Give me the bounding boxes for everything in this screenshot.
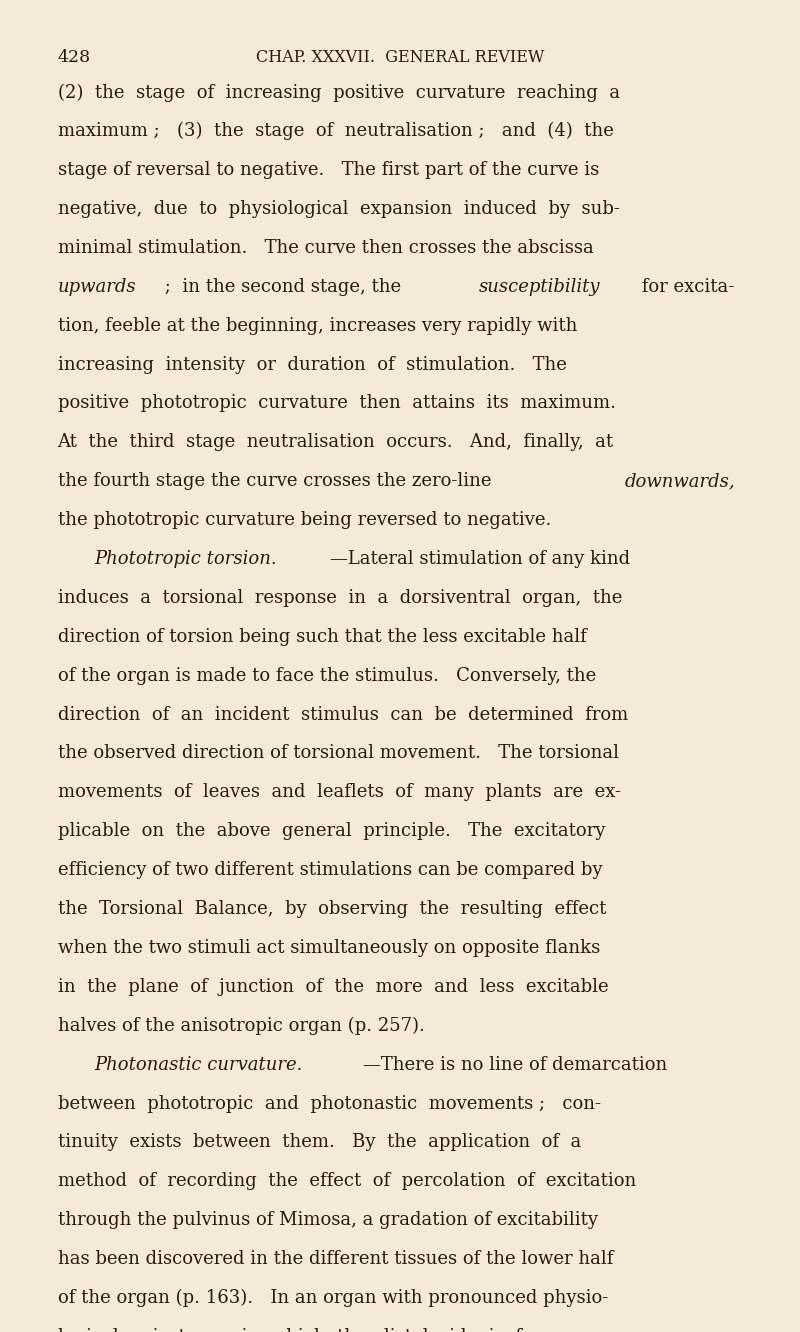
Text: the phototropic curvature being reversed to negative.: the phototropic curvature being reversed… — [58, 511, 551, 529]
Text: halves of the anisotropic organ (p. 257).: halves of the anisotropic organ (p. 257)… — [58, 1016, 425, 1035]
Text: —There is no line of demarcation: —There is no line of demarcation — [363, 1056, 667, 1074]
Text: of the organ (p. 163).   In an organ with pronounced physio-: of the organ (p. 163). In an organ with … — [58, 1289, 608, 1307]
Text: minimal stimulation.   The curve then crosses the abscissa: minimal stimulation. The curve then cros… — [58, 238, 594, 257]
Text: positive  phototropic  curvature  then  attains  its  maximum.: positive phototropic curvature then atta… — [58, 394, 616, 413]
Text: downwards,: downwards, — [624, 473, 735, 490]
Text: increasing  intensity  or  duration  of  stimulation.   The: increasing intensity or duration of stim… — [58, 356, 566, 373]
Text: induces  a  torsional  response  in  a  dorsiventral  organ,  the: induces a torsional response in a dorsiv… — [58, 589, 622, 607]
Text: the  Torsional  Balance,  by  observing  the  resulting  effect: the Torsional Balance, by observing the … — [58, 900, 606, 918]
Text: direction  of  an  incident  stimulus  can  be  determined  from: direction of an incident stimulus can be… — [58, 706, 628, 723]
Text: movements  of  leaves  and  leaflets  of  many  plants  are  ex-: movements of leaves and leaflets of many… — [58, 783, 621, 802]
Text: susceptibility: susceptibility — [479, 278, 600, 296]
Text: tion, feeble at the beginning, increases very rapidly with: tion, feeble at the beginning, increases… — [58, 317, 577, 334]
Text: 428: 428 — [58, 49, 90, 67]
Text: the fourth stage the curve crosses the zero-line: the fourth stage the curve crosses the z… — [58, 473, 497, 490]
Text: efficiency of two different stimulations can be compared by: efficiency of two different stimulations… — [58, 862, 602, 879]
Text: (2)  the  stage  of  increasing  positive  curvature  reaching  a: (2) the stage of increasing positive cur… — [58, 83, 620, 101]
Text: in  the  plane  of  junction  of  the  more  and  less  excitable: in the plane of junction of the more and… — [58, 978, 608, 996]
Text: tinuity  exists  between  them.   By  the  application  of  a: tinuity exists between them. By the appl… — [58, 1134, 581, 1151]
Text: method  of  recording  the  effect  of  percolation  of  excitation: method of recording the effect of percol… — [58, 1172, 636, 1191]
Text: CHAP. XXXVII.  GENERAL REVIEW: CHAP. XXXVII. GENERAL REVIEW — [256, 49, 544, 67]
Text: through the pulvinus of Mimosa, a gradation of excitability: through the pulvinus of Mimosa, a gradat… — [58, 1211, 598, 1229]
Text: has been discovered in the different tissues of the lower half: has been discovered in the different tis… — [58, 1251, 613, 1268]
Text: ;  in the second stage, the: ; in the second stage, the — [159, 278, 407, 296]
Text: for excita-: for excita- — [636, 278, 734, 296]
Text: direction of torsion being such that the less excitable half: direction of torsion being such that the… — [58, 627, 586, 646]
Text: of the organ is made to face the stimulus.   Conversely, the: of the organ is made to face the stimulu… — [58, 667, 596, 685]
Text: —Lateral stimulation of any kind: —Lateral stimulation of any kind — [330, 550, 630, 567]
Text: when the two stimuli act simultaneously on opposite flanks: when the two stimuli act simultaneously … — [58, 939, 600, 956]
Text: Photonastic curvature.: Photonastic curvature. — [94, 1056, 302, 1074]
Text: negative,  due  to  physiological  expansion  induced  by  sub-: negative, due to physiological expansion… — [58, 200, 619, 218]
Text: the observed direction of torsional movement.   The torsional: the observed direction of torsional move… — [58, 745, 618, 762]
Text: Phototropic torsion.: Phototropic torsion. — [94, 550, 277, 567]
Text: upwards: upwards — [58, 278, 136, 296]
Text: logical  anisotropy,  in  which  the  distal  side  is  far  more: logical anisotropy, in which the distal … — [58, 1328, 599, 1332]
Text: plicable  on  the  above  general  principle.   The  excitatory: plicable on the above general principle.… — [58, 822, 605, 840]
Text: stage of reversal to negative.   The first part of the curve is: stage of reversal to negative. The first… — [58, 161, 599, 178]
Text: maximum ;   (3)  the  stage  of  neutralisation ;   and  (4)  the: maximum ; (3) the stage of neutralisatio… — [58, 123, 614, 140]
Text: At  the  third  stage  neutralisation  occurs.   And,  finally,  at: At the third stage neutralisation occurs… — [58, 433, 614, 452]
Text: between  phototropic  and  photonastic  movements ;   con-: between phototropic and photonastic move… — [58, 1095, 601, 1112]
